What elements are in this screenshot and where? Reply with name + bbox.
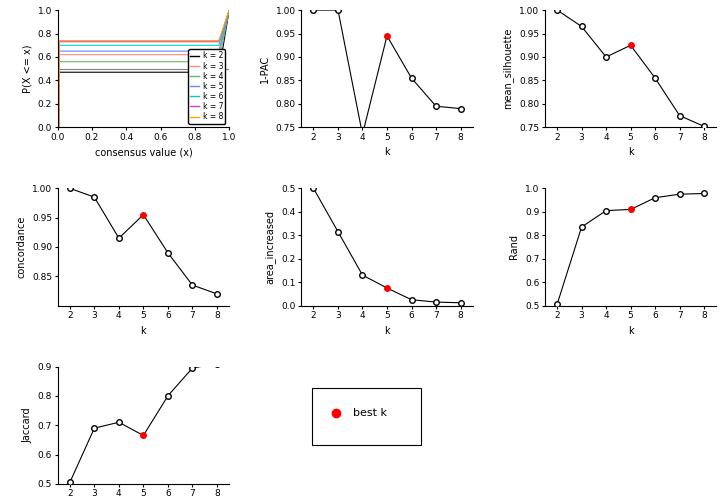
Y-axis label: area_increased: area_increased [265, 210, 276, 284]
X-axis label: k: k [384, 326, 390, 336]
Y-axis label: Rand: Rand [509, 234, 519, 260]
Y-axis label: concordance: concordance [17, 216, 27, 278]
Y-axis label: P(X <= x): P(X <= x) [22, 44, 32, 93]
FancyBboxPatch shape [312, 388, 421, 445]
Legend: k = 2, k = 3, k = 4, k = 5, k = 6, k = 7, k = 8: k = 2, k = 3, k = 4, k = 5, k = 6, k = 7… [188, 49, 225, 123]
X-axis label: k: k [628, 326, 634, 336]
Y-axis label: 1-PAC: 1-PAC [260, 54, 270, 83]
Text: best k: best k [353, 408, 387, 418]
X-axis label: consensus value (x): consensus value (x) [94, 148, 192, 157]
X-axis label: k: k [628, 148, 634, 157]
Text: best k: best k [353, 408, 387, 418]
Y-axis label: mean_silhouette: mean_silhouette [503, 28, 513, 109]
X-axis label: k: k [140, 326, 146, 336]
X-axis label: k: k [384, 148, 390, 157]
Y-axis label: Jaccard: Jaccard [22, 407, 32, 443]
